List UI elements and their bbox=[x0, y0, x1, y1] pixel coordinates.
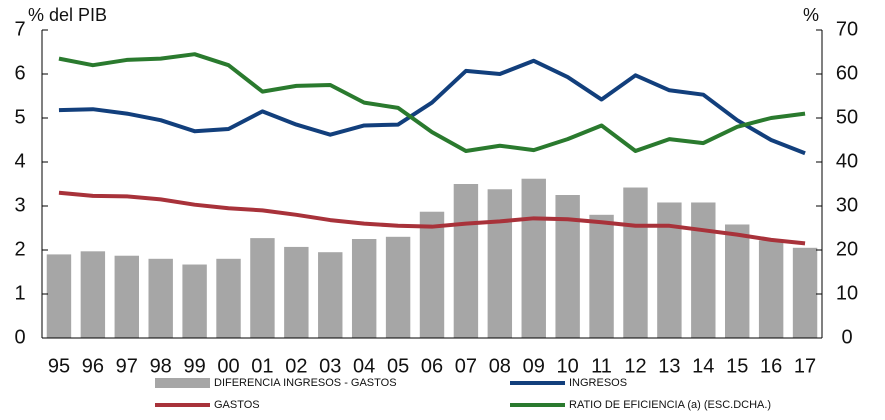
legend-label: RATIO DE EFICIENCIA (a) (ESC.DCHA.) bbox=[569, 399, 771, 411]
x-tick-label: 05 bbox=[387, 355, 409, 377]
bar bbox=[351, 239, 377, 338]
line bbox=[58, 58, 806, 156]
x-tick-label: 06 bbox=[421, 355, 443, 377]
bar bbox=[487, 189, 513, 338]
bar bbox=[691, 202, 716, 338]
bar bbox=[758, 240, 784, 338]
bar bbox=[284, 246, 309, 338]
y2-tick-label: 30 bbox=[836, 194, 858, 216]
x-tick-label: 01 bbox=[251, 355, 273, 377]
y-tick-label: 1 bbox=[14, 282, 25, 304]
y2-tick-label: 20 bbox=[836, 238, 858, 260]
y2-tick-label: 70 bbox=[836, 18, 858, 40]
y-tick-label: 2 bbox=[14, 238, 25, 260]
x-tick-label: 11 bbox=[591, 355, 612, 377]
x-tick-label: 16 bbox=[760, 355, 782, 377]
bar bbox=[114, 255, 139, 338]
bar bbox=[385, 236, 411, 338]
y2-tick-label: 50 bbox=[836, 106, 858, 128]
bar bbox=[216, 258, 241, 338]
y2-tick-label: 10 bbox=[836, 282, 858, 304]
line bbox=[58, 52, 806, 153]
y-tick-label: 6 bbox=[14, 62, 25, 84]
x-tick-label: 96 bbox=[82, 355, 104, 377]
x-tick-label: 10 bbox=[557, 355, 579, 377]
x-tick-label: 95 bbox=[48, 355, 70, 377]
x-tick-label: 97 bbox=[116, 355, 138, 377]
legend-label: INGRESOS bbox=[569, 377, 627, 389]
y-tick-label: 4 bbox=[14, 150, 25, 172]
y2-tick-label: 40 bbox=[836, 150, 858, 172]
x-tick-label: 99 bbox=[183, 355, 205, 377]
bar bbox=[589, 214, 614, 338]
bar bbox=[555, 195, 580, 338]
y-axis-label: % del PIB bbox=[28, 5, 107, 25]
bar bbox=[148, 258, 173, 338]
bar bbox=[792, 247, 818, 338]
y-tick-label: 0 bbox=[14, 326, 25, 348]
y2-tick-label: 0 bbox=[841, 326, 852, 348]
x-tick-label: 04 bbox=[353, 355, 375, 377]
bar bbox=[623, 187, 648, 338]
y-tick-label: 7 bbox=[14, 18, 25, 40]
bar bbox=[657, 202, 682, 338]
bar bbox=[250, 238, 275, 338]
bar bbox=[80, 251, 106, 338]
x-tick-label: 09 bbox=[523, 355, 545, 377]
bar bbox=[725, 224, 750, 338]
x-tick-label: 15 bbox=[726, 355, 748, 377]
legend-label: DIFERENCIA INGRESOS - GASTOS bbox=[214, 377, 397, 389]
x-tick-label: 13 bbox=[658, 355, 680, 377]
y-tick-label: 3 bbox=[14, 194, 25, 216]
x-tick-label: 07 bbox=[455, 355, 477, 377]
x-tick-label: 08 bbox=[489, 355, 511, 377]
legend-swatch bbox=[155, 378, 210, 388]
bar bbox=[453, 184, 479, 338]
y-tick-label: 5 bbox=[14, 106, 25, 128]
legend-label: GASTOS bbox=[214, 399, 260, 411]
bar bbox=[318, 252, 343, 338]
x-tick-label: 00 bbox=[217, 355, 239, 377]
x-tick-label: 98 bbox=[150, 355, 172, 377]
x-tick-label: 12 bbox=[624, 355, 646, 377]
bar bbox=[46, 254, 72, 338]
x-tick-label: 02 bbox=[285, 355, 307, 377]
y2-tick-label: 60 bbox=[836, 62, 858, 84]
bar bbox=[182, 264, 207, 338]
x-tick-label: 17 bbox=[794, 355, 816, 377]
x-tick-label: 03 bbox=[319, 355, 341, 377]
bar bbox=[419, 211, 445, 338]
y2-axis-label: % bbox=[803, 5, 819, 25]
bar bbox=[521, 178, 546, 338]
x-tick-label: 14 bbox=[692, 355, 714, 377]
line bbox=[58, 190, 806, 246]
